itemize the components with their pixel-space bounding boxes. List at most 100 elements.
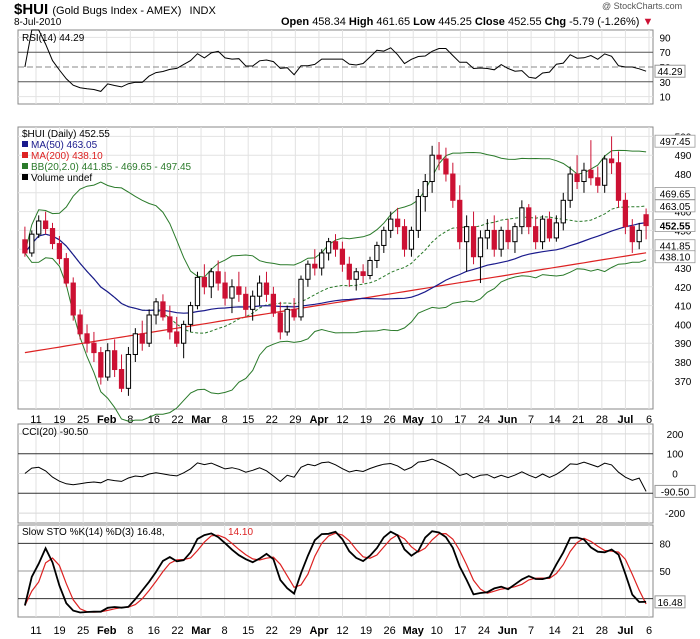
x-tick-label: 28 <box>596 414 608 426</box>
index-name: (Gold Bugs Index - AMEX) <box>52 5 182 17</box>
candle-down <box>339 248 346 265</box>
candle-down <box>608 158 615 164</box>
candle-up <box>229 286 235 299</box>
candle-up <box>284 308 290 333</box>
x-tick-label: 19 <box>360 414 372 426</box>
candle-down <box>42 220 49 230</box>
price-tick-label: 490 <box>675 151 692 162</box>
candle-up <box>553 222 560 239</box>
candle-up <box>146 314 152 344</box>
chg-down-arrow-icon: ▼ <box>642 16 654 28</box>
candle-up <box>367 259 373 277</box>
cci-tick-label: 100 <box>667 450 684 461</box>
x-tick-label: 8 <box>222 414 228 426</box>
candle-down <box>243 293 249 310</box>
price-value-tag-text: 441.85 <box>660 242 691 253</box>
rsi-value-tag <box>654 64 686 78</box>
x-tick-label: 12 <box>336 625 348 637</box>
sto-tick-label: 50 <box>659 567 671 578</box>
candle-up <box>181 323 187 344</box>
x-tick-label: 15 <box>242 414 254 426</box>
x-tick-label: Jul <box>617 625 633 637</box>
cci-value-text: -90.50 <box>661 487 690 498</box>
x-tick-label: 22 <box>266 414 278 426</box>
rsi-line <box>24 29 647 92</box>
candle-up <box>422 181 428 198</box>
candle-up <box>519 207 525 228</box>
candle-down <box>98 352 104 378</box>
chg-value: -5.79 (-1.26%) <box>569 16 640 28</box>
price-value-tag <box>654 199 696 213</box>
candle-up <box>153 301 159 316</box>
price-legend-entry: Volume undef <box>31 173 92 184</box>
x-tick-label: 29 <box>289 414 301 426</box>
rsi-value-text: 44.29 <box>657 67 682 78</box>
rsi-legend: RSI(14) 44.29 <box>22 33 85 44</box>
candle-up <box>415 196 421 231</box>
price-tick-label: 480 <box>675 170 692 181</box>
candle-down <box>360 271 366 277</box>
candle-up <box>484 229 490 239</box>
price-value-tag-text: 469.65 <box>660 189 691 200</box>
candle-down <box>615 162 622 201</box>
candle-up <box>567 173 573 201</box>
x-tick-label: 7 <box>528 414 534 426</box>
x-tick-label: 26 <box>384 414 396 426</box>
cci-tick-label: 200 <box>667 430 684 441</box>
price-value-tag-text: 452.55 <box>660 222 691 233</box>
candle-up <box>325 241 332 254</box>
x-tick-label: 6 <box>646 414 652 426</box>
candle-up <box>512 226 518 243</box>
price-tick-label: 420 <box>675 283 692 294</box>
x-tick-label: 21 <box>572 414 584 426</box>
candle-up <box>381 229 387 246</box>
sto-value-text: 16.48 <box>657 598 682 609</box>
candle-down <box>139 333 145 344</box>
x-tick-label: 22 <box>171 625 183 637</box>
x-tick-label: 7 <box>528 625 534 637</box>
x-tick-label: Apr <box>309 414 329 426</box>
candle-down <box>436 154 442 160</box>
cci-tick-label: -200 <box>665 509 685 520</box>
candle-up <box>319 252 325 269</box>
candle-down <box>118 369 125 389</box>
x-tick-label: 10 <box>431 625 443 637</box>
candle-down <box>63 258 69 284</box>
header-date: 8-Jul-2010 <box>14 17 62 28</box>
price-value-tag <box>654 134 696 148</box>
candle-up <box>187 305 194 325</box>
bollinger-middle-band <box>24 205 647 334</box>
sto-legend-d: 14.10 <box>228 527 253 538</box>
x-tick-label: May <box>403 414 425 426</box>
candle-down <box>457 199 463 243</box>
ma200-line <box>24 252 647 354</box>
candle-up <box>498 229 504 250</box>
candle-down <box>526 207 532 228</box>
candle-up <box>208 271 214 288</box>
x-tick-label: 26 <box>384 625 396 637</box>
sto-k-line <box>24 530 647 614</box>
x-tick-label: 16 <box>148 414 160 426</box>
candle-up <box>132 333 138 355</box>
candle-down <box>77 314 83 335</box>
candle-up <box>560 199 566 224</box>
x-tick-label: 19 <box>53 414 65 426</box>
price-tick-label: 380 <box>675 358 692 369</box>
sto-value-tag <box>654 595 686 609</box>
price-value-tag-text: 438.10 <box>660 253 691 264</box>
candle-down <box>401 226 408 250</box>
cci-legend: CCI(20) -90.50 <box>22 427 89 438</box>
candle-down <box>291 308 297 318</box>
candle-down <box>56 243 63 260</box>
candle-down <box>491 229 497 250</box>
candle-down <box>22 239 28 254</box>
cci-tick-label: 0 <box>672 470 678 481</box>
cci-value-tag <box>654 484 696 498</box>
x-tick-label: 11 <box>30 414 41 426</box>
x-tick-label: 22 <box>171 414 183 426</box>
x-tick-label: May <box>403 625 425 637</box>
x-tick-label: Feb <box>97 414 117 426</box>
x-tick-label: 25 <box>77 414 89 426</box>
rsi-tick-label: 70 <box>659 48 671 59</box>
